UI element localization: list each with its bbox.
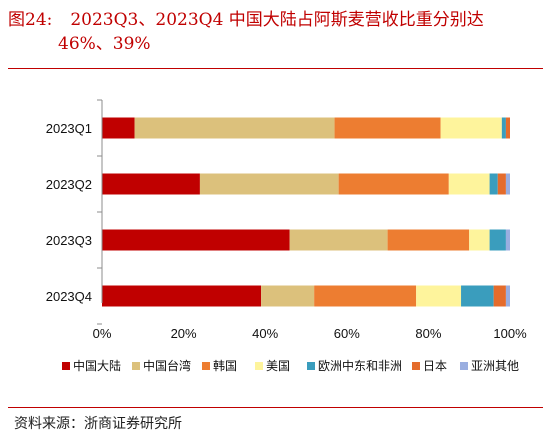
legend-item: 韩国 <box>202 358 237 373</box>
bar-segment-2023Q2-s2 <box>338 173 449 195</box>
category-label: 2023Q1 <box>46 121 92 136</box>
x-tick-label: 40% <box>252 326 278 341</box>
legend: 中国大陆 中国台湾 韩国 美国 欧洲中东和非洲 日本 亚洲其他 <box>62 358 519 373</box>
bar-segment-2023Q4-s0 <box>102 285 262 307</box>
source-note: 资料来源：浙商证券研究所 <box>14 416 182 432</box>
bar-segment-2023Q1-s2 <box>334 117 441 139</box>
bar-segment-2023Q1-s1 <box>134 117 335 139</box>
bar-segment-2023Q2-s3 <box>448 173 490 195</box>
bar-segment-2023Q3-s6 <box>505 229 510 251</box>
legend-label: 欧洲中东和非洲 <box>318 358 402 373</box>
legend-label: 日本 <box>423 359 447 373</box>
axes-layer: 2023Q1 2023Q2 2023Q3 2023Q4 0% 20% 40% 60% 80% 10… <box>46 99 527 341</box>
bar-segment-2023Q2-s4 <box>489 173 498 195</box>
legend-item: 欧洲中东和非洲 <box>307 358 402 373</box>
bar-segment-2023Q4-s3 <box>416 285 462 307</box>
top-rule <box>8 68 543 69</box>
legend-swatch <box>202 362 210 370</box>
legend-swatch <box>307 362 315 370</box>
bar-segment-2023Q4-s2 <box>314 285 417 307</box>
bar-segment-2023Q4-s1 <box>261 285 315 307</box>
figure-label: 图24: <box>8 10 53 30</box>
bar-segment-2023Q3-s0 <box>102 229 290 251</box>
bar-segment-2023Q3-s2 <box>387 229 470 251</box>
bar-segment-2023Q1-s5 <box>505 117 510 139</box>
x-tick-label: 100% <box>493 326 527 341</box>
bar-segment-2023Q3-s4 <box>489 229 506 251</box>
figure-title: 图24: 2023Q3、2023Q4 中国大陆占阿斯麦营收比重分别达 46%、39… <box>8 8 548 56</box>
legend-label: 美国 <box>266 359 290 373</box>
bar-segment-2023Q2-s6 <box>505 173 510 195</box>
legend-item: 亚洲其他 <box>460 359 519 373</box>
legend-swatch <box>255 362 263 370</box>
legend-item: 中国台湾 <box>132 358 191 373</box>
bar-segment-2023Q1-s0 <box>102 117 135 139</box>
legend-label: 亚洲其他 <box>471 359 519 373</box>
legend-swatch <box>62 362 70 370</box>
legend-swatch <box>412 362 420 370</box>
bar-segment-2023Q4-s5 <box>493 285 506 307</box>
legend-swatch <box>132 362 140 370</box>
title-line-1: 2023Q3、2023Q4 中国大陆占阿斯麦营收比重分别达 <box>70 10 484 30</box>
bar-segment-2023Q1-s4 <box>501 117 506 139</box>
stacked-bar-chart: 2023Q1 2023Q2 2023Q3 2023Q4 0% 20% 40% 60% 80% 10… <box>46 99 527 373</box>
category-label: 2023Q4 <box>46 289 92 304</box>
bar-segment-2023Q3-s1 <box>289 229 388 251</box>
legend-item: 日本 <box>412 359 447 373</box>
x-tick-label: 20% <box>171 326 197 341</box>
x-tick-label: 60% <box>334 326 360 341</box>
bar-segment-2023Q2-s1 <box>199 173 339 195</box>
category-label: 2023Q2 <box>46 177 92 192</box>
bar-segment-2023Q1-s3 <box>440 117 502 139</box>
bar-segment-2023Q3-s3 <box>469 229 490 251</box>
legend-swatch <box>460 362 468 370</box>
bar-segment-2023Q2-s0 <box>102 173 200 195</box>
bar-segment-2023Q4-s4 <box>461 285 494 307</box>
category-label: 2023Q3 <box>46 233 92 248</box>
bottom-rule <box>8 407 543 408</box>
legend-label: 韩国 <box>213 358 237 373</box>
bar-segment-2023Q2-s5 <box>497 173 506 195</box>
bar-segment-2023Q4-s6 <box>505 285 510 307</box>
legend-item: 中国大陆 <box>62 358 121 373</box>
legend-label: 中国台湾 <box>143 358 191 373</box>
x-tick-label: 80% <box>415 326 441 341</box>
title-line-2: 46%、39% <box>58 34 151 54</box>
legend-label: 中国大陆 <box>73 358 121 373</box>
legend-item: 美国 <box>255 359 290 373</box>
x-tick-label: 0% <box>93 326 112 341</box>
bars-layer <box>102 117 510 307</box>
